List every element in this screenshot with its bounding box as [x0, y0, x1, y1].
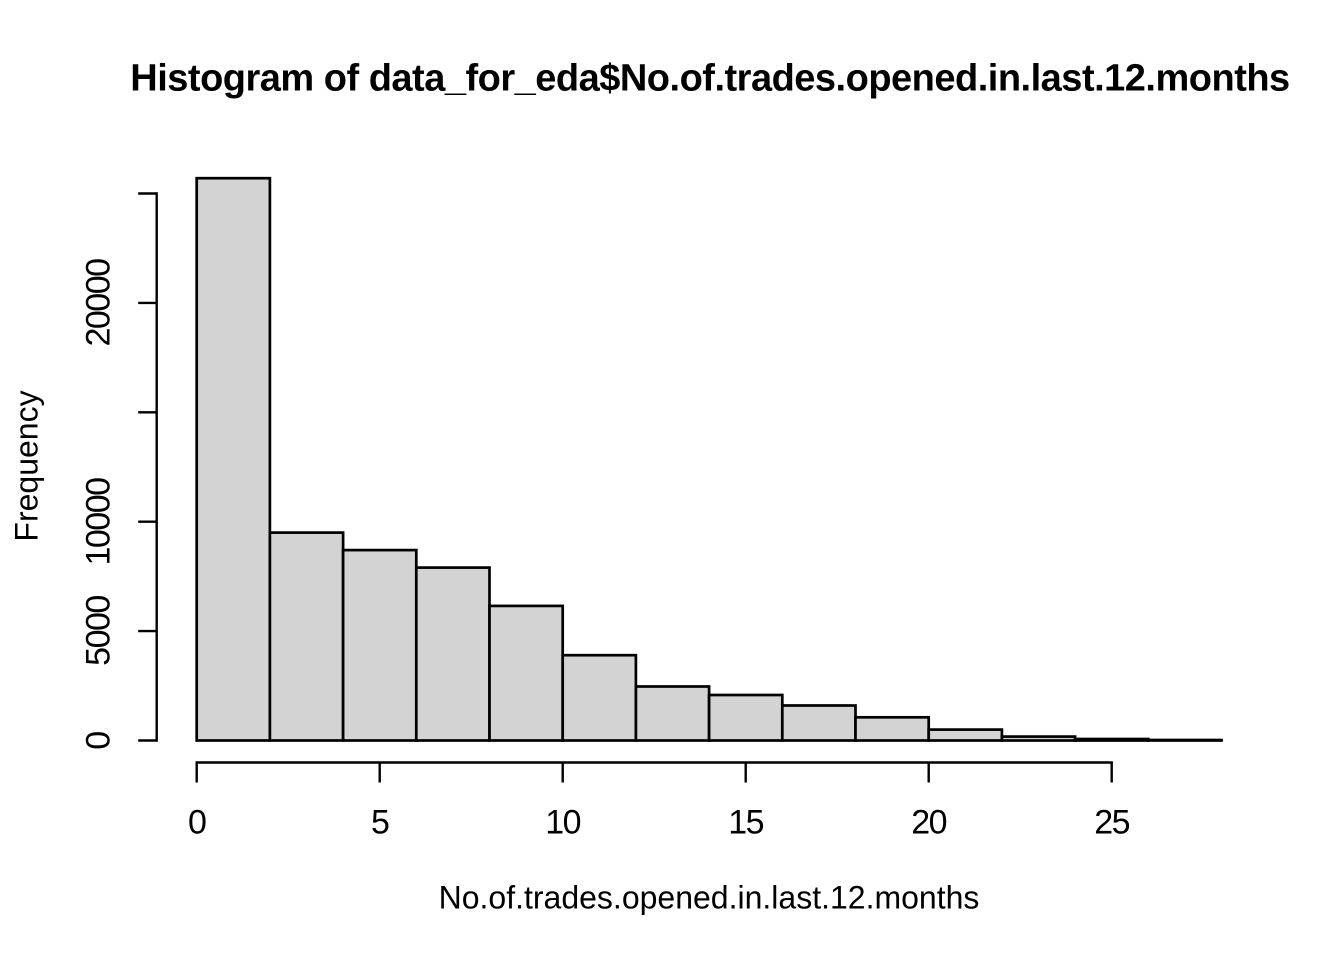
- y-axis-title: Frequency: [8, 390, 45, 542]
- histogram-bar: [1000, 735, 1077, 742]
- y-tick-label: 20000: [79, 259, 118, 347]
- y-tick-label: 0: [79, 731, 118, 750]
- x-tick-label: 15: [728, 803, 764, 841]
- y-tick-label: 10000: [79, 478, 118, 566]
- histogram-bar: [341, 548, 418, 742]
- x-axis-title: No.of.trades.opened.in.last.12.months: [438, 879, 980, 916]
- y-tick-label: 5000: [79, 596, 118, 666]
- histogram-bar: [780, 704, 857, 742]
- histogram-bar: [1073, 737, 1150, 742]
- y-axis: [138, 192, 158, 742]
- x-axis: [195, 761, 1113, 783]
- x-tick-label: 5: [370, 803, 390, 841]
- histogram-bar: [1146, 738, 1223, 742]
- x-tick-label: 10: [545, 803, 581, 841]
- histogram-bar: [634, 685, 711, 742]
- histogram-bar: [854, 715, 931, 742]
- x-tick-label: 0: [187, 803, 207, 841]
- histogram-bar: [414, 566, 491, 742]
- histogram-bar: [927, 728, 1004, 742]
- histogram-bar: [268, 531, 345, 742]
- histogram-bar: [707, 693, 784, 742]
- histogram-bar: [561, 653, 638, 742]
- chart-title: Histogram of data_for_eda$No.of.trades.o…: [130, 57, 1290, 100]
- x-tick-label: 25: [1094, 803, 1130, 841]
- x-tick-label: 20: [911, 803, 947, 841]
- histogram-bar: [195, 176, 272, 742]
- bars-layer: [195, 176, 1223, 742]
- histogram-bar: [488, 604, 565, 742]
